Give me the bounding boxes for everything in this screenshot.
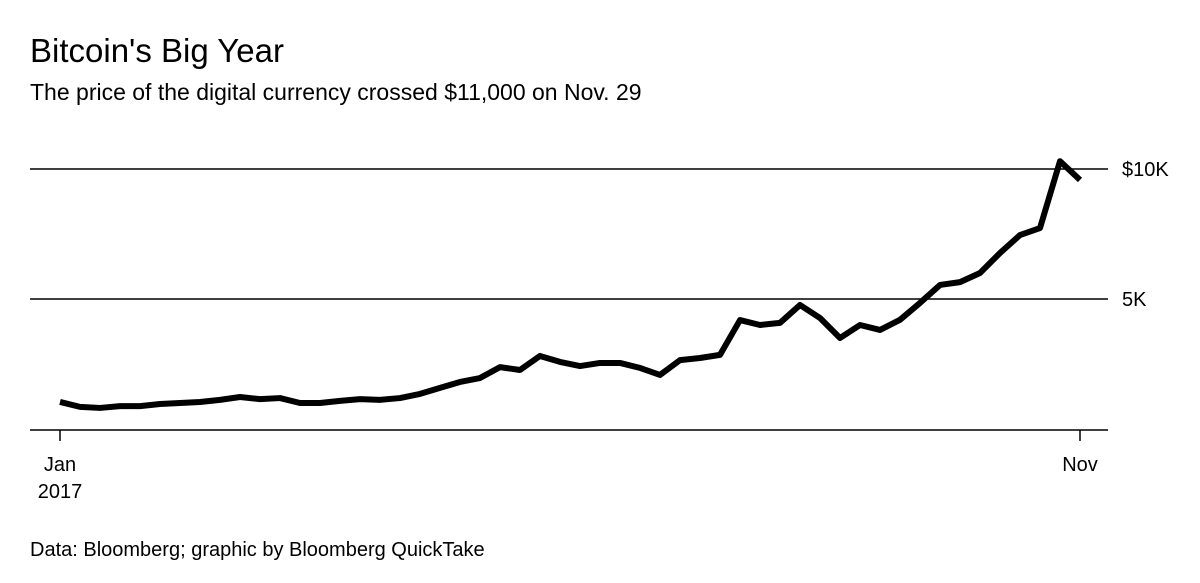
y-tick-label: $10K [1122,159,1169,181]
source: Data: Bloomberg; graphic by Bloomberg Qu… [30,539,485,561]
price-line [59,158,1083,411]
chart-subtitle: The price of the digital currency crosse… [30,79,642,105]
chart-title: Bitcoin's Big Year [30,32,284,69]
x-tick-label: Nov [1062,454,1098,476]
x-tick-label: Jan 2017 [38,454,83,503]
y-tick-label: 5K [1122,289,1147,311]
